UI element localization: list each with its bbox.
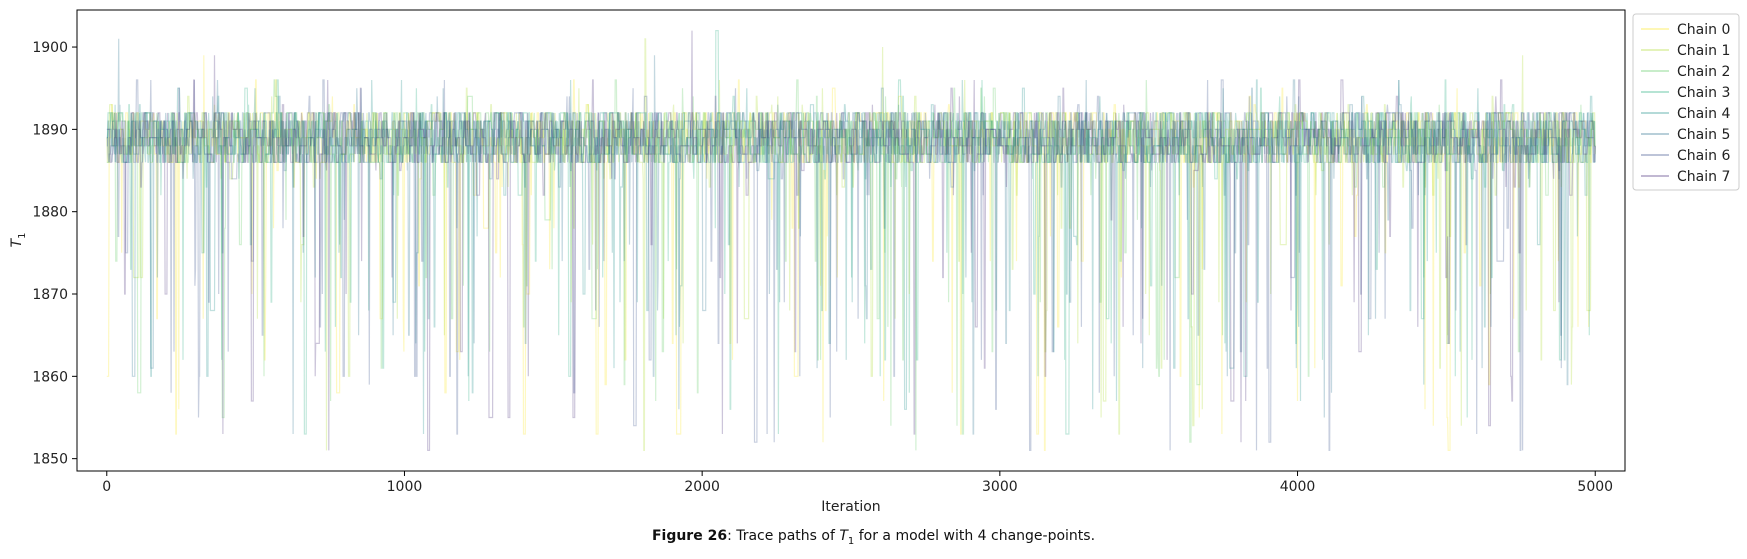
trace-line-chain-5 bbox=[106, 38, 1596, 435]
trace-line-chain-7 bbox=[106, 30, 1596, 451]
trace-line-chain-1 bbox=[106, 38, 1596, 451]
x-tick-label: 1000 bbox=[387, 479, 423, 495]
x-tick-label: 5000 bbox=[1577, 479, 1613, 495]
legend-label-chain-6: Chain 6 bbox=[1677, 148, 1730, 164]
caption-text-before: : Trace paths of bbox=[727, 528, 840, 544]
x-tick-label: 3000 bbox=[982, 479, 1018, 495]
y-tick-label: 1850 bbox=[32, 452, 68, 468]
legend-label-chain-1: Chain 1 bbox=[1677, 43, 1730, 59]
axes-frame bbox=[76, 9, 1626, 472]
caption-label: Figure 26 bbox=[651, 528, 728, 544]
legend-label-chain-4: Chain 4 bbox=[1677, 106, 1730, 122]
y-tick-label: 1860 bbox=[32, 369, 68, 385]
y-tick-label: 1890 bbox=[32, 122, 68, 138]
caption-text-after: for a model with 4 change-points. bbox=[854, 528, 1096, 544]
x-tick-label: 0 bbox=[102, 479, 111, 495]
legend-label-chain-7: Chain 7 bbox=[1677, 169, 1730, 185]
y-tick-label: 1900 bbox=[32, 40, 68, 56]
caption-symbol-subscript: 1 bbox=[847, 535, 855, 547]
trace-line-chain-3 bbox=[106, 30, 1596, 435]
caption-symbol: T bbox=[839, 528, 848, 544]
trace-line-chain-0 bbox=[106, 55, 1596, 451]
y-axis-label: T1 bbox=[9, 233, 28, 248]
y-axis-label-subscript: 1 bbox=[17, 233, 28, 239]
x-tick-label: 4000 bbox=[1280, 479, 1316, 495]
figure-caption: Figure 26: Trace paths of T1 for a model… bbox=[0, 528, 1747, 547]
x-axis-label: Iteration bbox=[821, 499, 880, 515]
y-tick-label: 1870 bbox=[32, 287, 68, 303]
legend-box bbox=[1632, 13, 1740, 191]
legend-label-chain-0: Chain 0 bbox=[1677, 22, 1730, 38]
y-axis: 1850 1860 1870 1880 1890 1900 bbox=[32, 40, 77, 468]
x-axis: 0 1000 2000 3000 4000 5000 bbox=[102, 471, 1613, 495]
legend-label-chain-3: Chain 3 bbox=[1677, 85, 1730, 101]
y-tick-label: 1880 bbox=[32, 205, 68, 221]
y-axis-label-symbol: T bbox=[9, 237, 25, 247]
x-tick-label: 2000 bbox=[684, 479, 720, 495]
legend-label-chain-5: Chain 5 bbox=[1677, 127, 1730, 143]
plot-area bbox=[106, 30, 1596, 451]
trace-plot: 0 1000 2000 3000 4000 5000 185018601870188018… bbox=[9, 9, 1740, 515]
trace-line-chain-6 bbox=[106, 79, 1596, 451]
trace-line-chain-2 bbox=[106, 79, 1596, 451]
legend: Chain 0 Chain 1 Chain 2 Chain 3 Chain 4 Chain… bbox=[1632, 13, 1740, 191]
trace-line-chain-4 bbox=[106, 79, 1596, 435]
legend-label-chain-2: Chain 2 bbox=[1677, 64, 1730, 80]
